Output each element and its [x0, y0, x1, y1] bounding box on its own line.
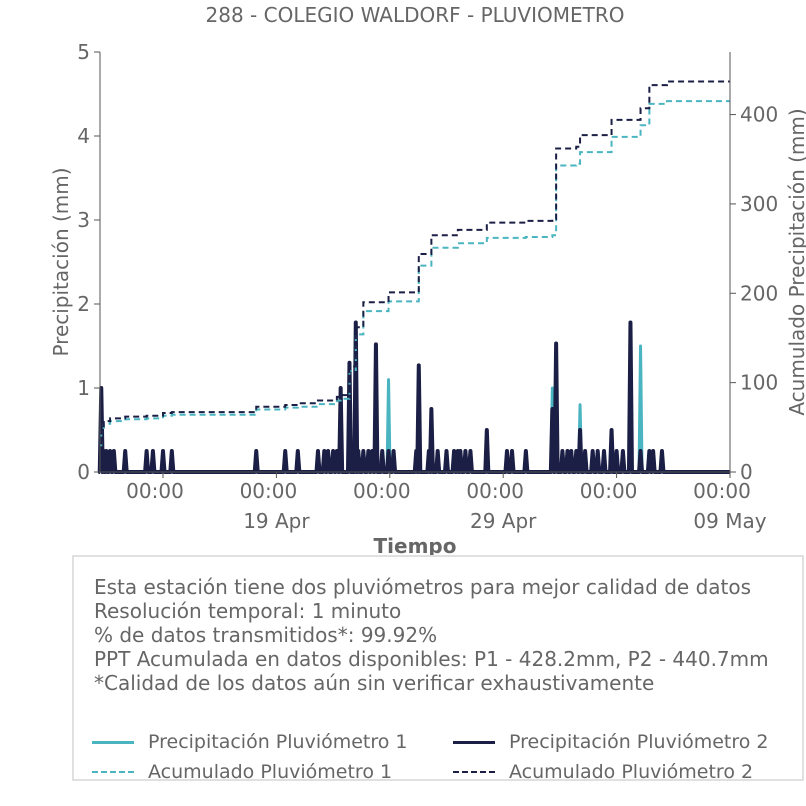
y-tick-label: 1	[77, 376, 90, 400]
y-right-tick-label: 400	[740, 103, 778, 127]
chart-title: 288 - COLEGIO WALDORF - PLUVIOMETRO	[206, 3, 625, 27]
series-line-acum-p1	[100, 100, 730, 447]
y-right-tick-label: 100	[740, 371, 778, 395]
series-line-precip-p2	[97, 320, 730, 474]
legend-item-acum-p2: Acumulado Pluviómetro 2	[453, 759, 753, 785]
x-tick-label: 00:00	[126, 479, 184, 503]
y-axis-right-label: Acumulado Precipitación (mm)	[785, 108, 806, 415]
legend-swatch-solid-p1	[92, 740, 134, 744]
y-tick-label: 2	[77, 292, 90, 316]
x-tick-label: 00:00	[240, 479, 298, 503]
legend-swatch-dashed-p1	[92, 771, 134, 773]
y-axis-label: Precipitación (mm)	[49, 167, 73, 356]
axes: 0 1 2 3 4 5 0 100 200 300 400 00:00 00:00 19 Apr 00:00…	[77, 40, 778, 533]
legend-label: Precipitación Pluviómetro 1	[148, 731, 408, 753]
x-tick-date-label: 09 May	[693, 509, 766, 533]
legend-item-acum-p1: Acumulado Pluviómetro 1	[92, 759, 392, 785]
y-tick-label: 0	[77, 460, 90, 484]
x-tick-label: 00:00	[466, 479, 524, 503]
info-line: % de datos transmitidos*: 99.92%	[94, 623, 438, 647]
info-panel: Esta estación tiene dos pluviómetros par…	[72, 555, 804, 783]
x-axis-label: Tiempo	[374, 534, 457, 556]
x-tick-date-label: 29 Apr	[470, 509, 537, 533]
x-tick-label: 00:00	[693, 479, 751, 503]
legend-label: Precipitación Pluviómetro 2	[509, 731, 769, 753]
x-tick-label: 00:00	[353, 479, 411, 503]
x-tick-label: 00:00	[580, 479, 638, 503]
y-right-tick-label: 300	[740, 192, 778, 216]
y-right-tick-label: 0	[740, 460, 753, 484]
y-tick-label: 3	[77, 208, 90, 232]
rainfall-chart: 288 - COLEGIO WALDORF - PLUVIOMETRO 0 1 2 3…	[49, 3, 806, 556]
info-line: Resolución temporal: 1 minuto	[94, 599, 402, 623]
legend-label: Acumulado Pluviómetro 1	[148, 761, 393, 783]
y-tick-label: 5	[77, 40, 90, 64]
info-line: PPT Acumulada en datos disponibles: P1 -…	[94, 647, 769, 671]
info-line: *Calidad de los datos aún sin verificar …	[94, 671, 655, 695]
legend-item-p1: Precipitación Pluviómetro 1	[92, 729, 408, 755]
info-line: Esta estación tiene dos pluviómetros par…	[94, 575, 752, 599]
info-text: Esta estación tiene dos pluviómetros par…	[94, 575, 769, 695]
y-right-tick-label: 200	[740, 281, 778, 305]
legend-swatch-dashed-p2	[453, 771, 495, 773]
legend-label: Acumulado Pluviómetro 2	[509, 761, 754, 783]
plot-area	[97, 80, 730, 474]
x-tick-date-label: 19 Apr	[243, 509, 310, 533]
series-line-acum-p2	[100, 80, 730, 445]
y-tick-label: 4	[77, 124, 90, 148]
legend-swatch-solid-p2	[453, 740, 495, 744]
legend-item-p2: Precipitación Pluviómetro 2	[453, 729, 769, 755]
